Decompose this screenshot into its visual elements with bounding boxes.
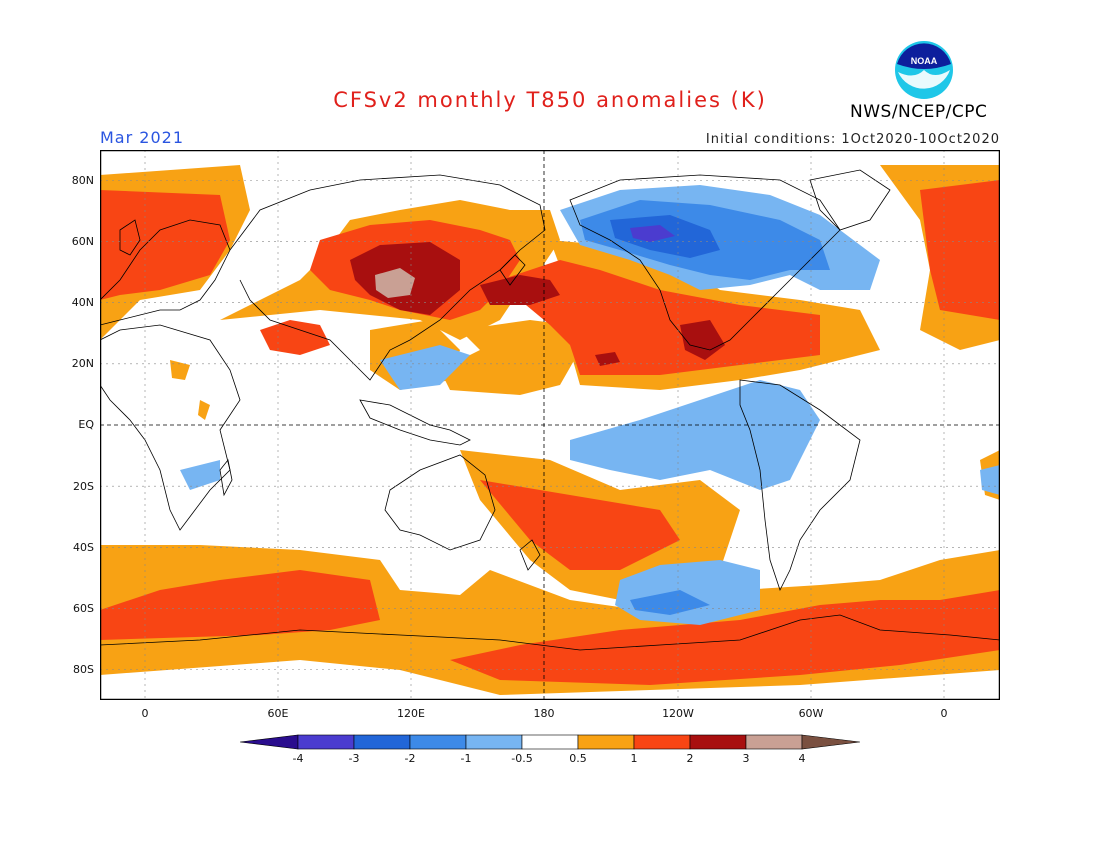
anomaly-region	[980, 465, 1000, 495]
lon-label: 120E	[397, 707, 425, 720]
colorbar-label: -1	[460, 752, 472, 765]
colorbar-swatch	[465, 734, 523, 750]
anomaly-region	[570, 380, 820, 490]
anomaly-region	[380, 345, 470, 390]
colorbar-swatch	[745, 734, 803, 750]
colorbar-swatch	[240, 734, 299, 750]
colorbar-swatch	[297, 734, 355, 750]
coastline-nz	[519, 539, 541, 571]
coastline-greenland	[809, 169, 891, 231]
colorbar-swatch	[521, 734, 579, 750]
coastline-antarctica	[100, 614, 1000, 651]
lat-label: 60S	[73, 602, 94, 615]
anomaly-region	[480, 275, 560, 305]
anomaly-region	[595, 352, 620, 366]
coastline-indonesia	[359, 399, 471, 446]
anomaly-region	[180, 460, 220, 490]
colorbar-swatch	[409, 734, 467, 750]
lat-label: 40S	[73, 541, 94, 554]
colorbar-swatch	[689, 734, 747, 750]
lat-label: 80S	[73, 663, 94, 676]
colorbar-label: 2	[686, 752, 694, 765]
coastline-madagascar	[219, 459, 233, 497]
logo-text: NOAA	[911, 56, 938, 66]
coastlines	[100, 169, 1000, 651]
coastline-europe	[100, 219, 231, 326]
coastline-australia	[384, 454, 496, 551]
graticule	[100, 150, 1000, 700]
coastline-japan	[499, 254, 526, 286]
coastline-africa	[100, 324, 241, 531]
lon-label: 60E	[267, 707, 289, 720]
colorbar-swatch	[633, 734, 691, 750]
colorbar-swatch	[353, 734, 411, 750]
colorbar-label: -0.5	[511, 752, 533, 765]
anomaly-region	[450, 590, 1000, 685]
colorbar-label: -3	[348, 752, 360, 765]
colorbar-label: 3	[742, 752, 750, 765]
agency-label: NWS/NCEP/CPC	[850, 102, 988, 122]
forecast-month: Mar 2021	[100, 128, 184, 147]
lat-label: 20S	[73, 480, 94, 493]
anomaly-region	[630, 225, 675, 242]
map-frame	[100, 150, 1000, 700]
anomaly-region	[198, 400, 210, 420]
lat-label: 60N	[71, 235, 94, 248]
initial-conditions: Initial conditions: 1Oct2020-10Oct2020	[705, 132, 1000, 147]
lat-label: EQ	[78, 418, 94, 431]
anomaly-region	[100, 570, 380, 640]
anomaly-region	[920, 180, 1000, 320]
lat-label: 80N	[71, 174, 94, 187]
colorbar-swatch	[801, 734, 860, 750]
anomaly-region	[680, 320, 725, 360]
colorbar-swatch	[577, 734, 635, 750]
colorbar	[240, 734, 860, 750]
lon-label: 0	[141, 707, 149, 720]
coastline-uk	[119, 219, 141, 256]
anomaly-region	[375, 268, 415, 298]
colorbar-label: 0.5	[569, 752, 587, 765]
anomaly-map	[100, 150, 1000, 700]
lon-label: 60W	[798, 707, 824, 720]
anomaly-region	[500, 260, 820, 375]
lon-label: 0	[940, 707, 948, 720]
colorbar-label: -2	[404, 752, 416, 765]
page-title: CFSv2 monthly T850 anomalies (K)	[333, 88, 767, 112]
colorbar-label: -4	[292, 752, 304, 765]
lon-label: 180	[533, 707, 555, 720]
colorbar-label: 1	[630, 752, 638, 765]
lat-label: 20N	[71, 357, 94, 370]
anomaly-region	[170, 360, 190, 380]
anomaly-region	[440, 320, 580, 395]
coastline-south-america	[739, 379, 861, 592]
anomaly-region	[630, 590, 710, 615]
coastline-north-america	[569, 174, 841, 351]
lat-label: 40N	[71, 296, 94, 309]
lon-label: 120W	[662, 707, 694, 720]
anomaly-region	[260, 320, 330, 355]
noaa-logo-icon: NOAA	[895, 41, 953, 99]
coastline-asia	[229, 174, 546, 381]
colorbar-label: 4	[798, 752, 806, 765]
anomaly-region	[100, 190, 230, 300]
